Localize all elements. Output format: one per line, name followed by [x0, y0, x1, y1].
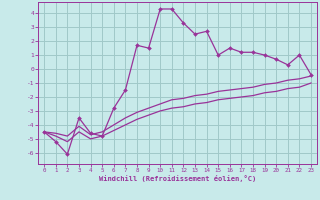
X-axis label: Windchill (Refroidissement éolien,°C): Windchill (Refroidissement éolien,°C) [99, 175, 256, 182]
